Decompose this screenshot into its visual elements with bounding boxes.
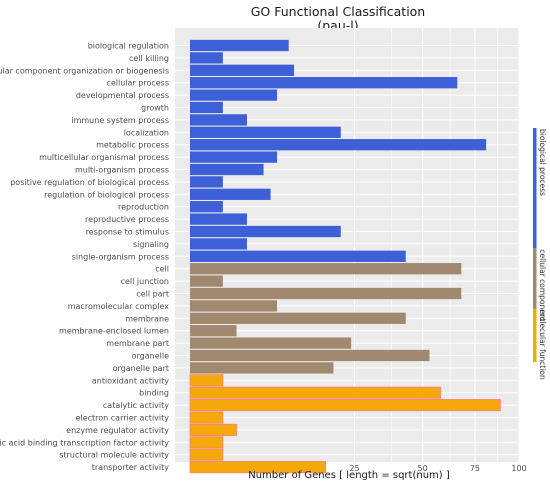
- category-label: developmental process: [76, 91, 169, 100]
- bar: [190, 201, 223, 213]
- bar: [189, 386, 441, 399]
- x-tick-labels: 25 50 75 100: [349, 464, 526, 473]
- bar: [190, 337, 352, 349]
- bar: [190, 238, 247, 250]
- group-legend: biological process cellular componentmole…: [533, 128, 547, 380]
- category-label: structural molecule activity: [59, 451, 169, 460]
- bar: [190, 89, 278, 101]
- category-label: reproductive process: [85, 215, 169, 224]
- category-labels: biological regulation cell killing cellula…: [0, 42, 169, 473]
- category-label: electron carrier activity: [76, 414, 170, 423]
- bar: [189, 436, 224, 449]
- bar: [190, 362, 334, 374]
- category-label: nucleic acid binding transcription facto…: [0, 438, 169, 447]
- x-axis-title: Number of Genes [ length = sqrt(num) ]: [248, 470, 450, 481]
- legend-label: biological process: [538, 129, 547, 196]
- chart-title: GO Functional Classification: [251, 4, 425, 19]
- bar: [190, 126, 341, 138]
- x-tick-label: 50: [418, 464, 428, 473]
- bar: [190, 101, 223, 114]
- bar: [190, 213, 247, 225]
- category-label: response to stimulus: [86, 228, 169, 237]
- category-label: signaling: [133, 240, 169, 249]
- bar: [189, 423, 237, 436]
- category-label: growth: [141, 104, 169, 113]
- bar: [190, 225, 341, 238]
- bar: [190, 52, 223, 64]
- bar: [190, 163, 264, 176]
- category-label: cellular component organization or bioge…: [0, 66, 169, 75]
- category-label: reproduction: [118, 203, 169, 212]
- x-tick-label: 100: [511, 464, 526, 473]
- bar: [190, 188, 271, 200]
- bar: [190, 325, 237, 337]
- bar: [190, 300, 278, 312]
- bar: [190, 176, 223, 188]
- bar: [189, 448, 224, 461]
- bar: [190, 287, 462, 300]
- bar: [190, 312, 406, 324]
- bar: [189, 411, 224, 424]
- category-label: membrane-enclosed lumen: [59, 327, 169, 336]
- category-label: metabolic process: [96, 141, 169, 150]
- legend-strip: [533, 308, 537, 362]
- category-label: organelle part: [113, 364, 169, 373]
- bar: [190, 139, 487, 151]
- bars: [189, 39, 501, 474]
- category-label: enzyme regulator activity: [66, 426, 169, 435]
- category-label: cell killing: [129, 54, 169, 63]
- legend-label: cellular component: [538, 249, 547, 321]
- category-label: membrane part: [106, 339, 169, 348]
- category-label: catalytic activity: [103, 401, 169, 410]
- bar: [190, 77, 458, 89]
- bar: [190, 39, 289, 52]
- x-tick-label: 25: [349, 464, 359, 473]
- x-tick-label: 75: [470, 464, 480, 473]
- category-label: cell: [155, 265, 169, 274]
- bar: [190, 114, 247, 126]
- category-label: immune system process: [71, 116, 169, 125]
- category-label: cell junction: [121, 277, 169, 286]
- bar: [190, 263, 462, 275]
- category-label: cell part: [136, 290, 169, 299]
- bar: [190, 275, 223, 287]
- bar: [190, 250, 406, 262]
- legend-label: molecular function: [538, 310, 547, 381]
- bar: [189, 399, 501, 412]
- category-label: multi-organism process: [75, 166, 169, 175]
- category-label: cellular process: [106, 79, 169, 88]
- category-label: antioxidant activity: [92, 376, 169, 385]
- category-label: localization: [124, 128, 169, 137]
- category-label: transporter activity: [92, 463, 169, 472]
- category-label: organelle: [132, 352, 169, 361]
- category-label: binding: [139, 389, 169, 398]
- bar: [190, 151, 278, 163]
- bar: [190, 64, 295, 76]
- category-label: macromolecular complex: [68, 302, 170, 311]
- legend-strip: [533, 248, 537, 309]
- category-label: regulation of biological process: [44, 190, 169, 199]
- category-label: multicellular organismal process: [39, 153, 169, 162]
- bar: [189, 374, 224, 387]
- legend-strip: [533, 128, 537, 249]
- bar: [190, 349, 430, 362]
- category-label: membrane: [125, 314, 169, 323]
- bar: [189, 461, 327, 474]
- category-label: positive regulation of biological proces…: [10, 178, 169, 187]
- category-label: biological regulation: [88, 42, 169, 51]
- category-label: single-organism process: [72, 252, 169, 261]
